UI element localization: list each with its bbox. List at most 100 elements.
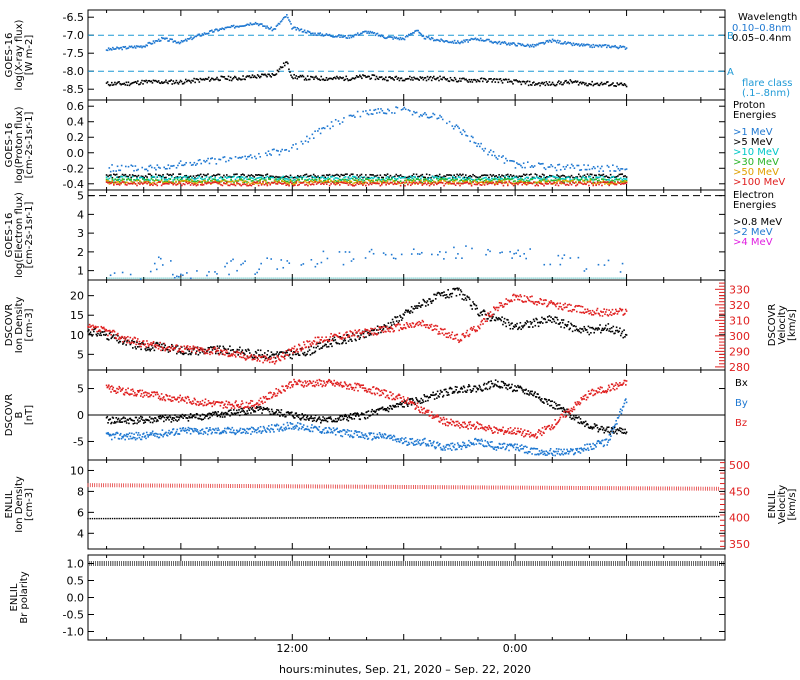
data-point — [538, 177, 541, 180]
data-point — [368, 75, 370, 78]
data-point — [350, 338, 352, 341]
data-point — [570, 163, 573, 166]
data-point — [624, 48, 627, 50]
data-point — [552, 40, 555, 42]
data-point — [210, 346, 212, 348]
data-point — [297, 28, 300, 30]
data-point — [514, 294, 517, 297]
data-point — [573, 178, 576, 181]
data-point — [429, 324, 431, 327]
series-ion-density — [87, 287, 628, 360]
data-point — [525, 176, 528, 179]
data-point — [598, 328, 600, 330]
data-point — [149, 181, 151, 184]
data-point — [296, 77, 299, 80]
data-point — [160, 417, 162, 420]
data-point — [375, 333, 378, 336]
data-point — [547, 179, 550, 182]
data-point — [142, 422, 145, 424]
data-point — [178, 416, 181, 419]
data-point — [301, 346, 303, 349]
data-point — [155, 80, 158, 83]
data-point — [100, 325, 103, 328]
data-point — [146, 180, 148, 183]
data-point — [217, 181, 219, 184]
data-point — [517, 298, 519, 301]
data-point — [136, 338, 139, 340]
data-point — [422, 182, 425, 185]
data-point — [190, 351, 193, 354]
data-point — [249, 175, 251, 177]
data-point — [521, 166, 524, 169]
data-point — [588, 168, 591, 171]
data-point — [229, 345, 231, 348]
data-point — [443, 184, 445, 187]
data-point — [441, 39, 443, 41]
data-point — [403, 106, 406, 109]
data-point — [237, 25, 239, 28]
data-point — [289, 178, 292, 181]
data-point — [479, 312, 482, 314]
data-point — [207, 346, 210, 349]
data-point — [601, 83, 604, 86]
data-point — [141, 342, 144, 344]
data-point — [576, 305, 579, 307]
data-point — [212, 31, 214, 33]
data-point — [489, 149, 492, 152]
data-point — [133, 175, 135, 177]
data-point — [585, 168, 588, 171]
data-point — [415, 173, 418, 176]
data-point — [107, 179, 109, 182]
data-point — [105, 179, 108, 182]
data-point — [428, 37, 431, 40]
data-point — [397, 77, 400, 79]
data-point — [305, 31, 308, 34]
data-point — [492, 150, 495, 153]
data-point — [344, 180, 347, 183]
data-point — [412, 248, 415, 251]
data-point — [315, 180, 318, 183]
data-point — [495, 175, 498, 177]
data-point — [617, 331, 620, 333]
data-point — [312, 343, 314, 345]
data-point — [251, 358, 254, 361]
data-point — [267, 358, 269, 360]
data-point — [134, 422, 136, 424]
data-point — [386, 173, 389, 175]
data-point — [531, 295, 533, 298]
data-point — [172, 347, 175, 350]
data-point — [122, 83, 125, 85]
data-point — [576, 164, 578, 167]
data-point — [292, 176, 295, 179]
data-point — [227, 26, 230, 29]
data-point — [612, 45, 614, 48]
data-point — [546, 321, 548, 324]
data-point — [243, 180, 245, 182]
data-point — [286, 61, 288, 63]
data-point — [363, 182, 366, 185]
data-point — [443, 41, 446, 43]
data-point — [457, 125, 459, 128]
data-point — [190, 348, 192, 350]
data-point — [107, 178, 109, 181]
data-point — [318, 341, 321, 343]
data-point — [382, 180, 385, 182]
data-point — [125, 344, 127, 346]
data-point — [571, 44, 574, 47]
data-point — [601, 327, 604, 330]
data-point — [624, 312, 626, 315]
data-point — [389, 178, 392, 181]
data-point — [186, 345, 189, 347]
data-point — [506, 177, 509, 180]
data-point — [285, 351, 288, 353]
data-point — [478, 145, 481, 148]
data-point — [178, 81, 181, 83]
data-point — [351, 331, 354, 334]
data-point — [456, 178, 458, 181]
data-point — [233, 181, 235, 184]
data-point — [367, 177, 370, 180]
data-point — [591, 46, 593, 49]
data-point — [146, 44, 149, 47]
data-point — [327, 78, 330, 80]
data-point — [540, 163, 543, 165]
